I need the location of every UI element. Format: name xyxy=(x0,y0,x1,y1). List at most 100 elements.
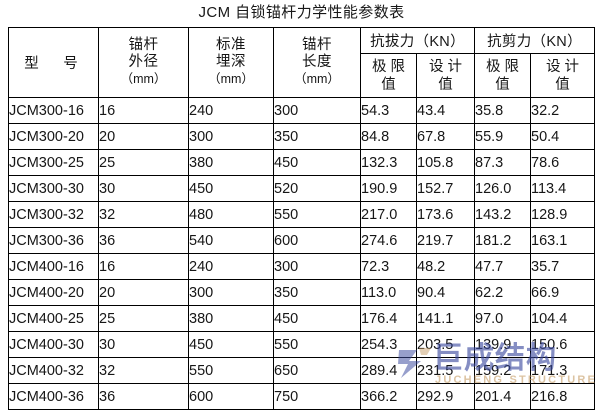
cell-standard-depth: 550 xyxy=(188,357,274,384)
cell-pullout-design: 48.2 xyxy=(416,253,475,280)
table-row: JCM300-20 20 300 350 84.8 67.8 55.9 50.4 xyxy=(8,123,595,150)
cell-shear-ultimate: 159.2 xyxy=(474,357,531,384)
group-header-pullout-force: 抗拔力（KN） xyxy=(360,27,475,54)
table-header: 型 号 锚杆 外径 （mm） 标准 埋深 （mm） 锚杆 长度 （m xyxy=(8,27,595,98)
cell-standard-depth: 380 xyxy=(188,149,274,176)
cell-pullout-design: 43.4 xyxy=(416,97,475,124)
rod-length-line2: 长度 xyxy=(302,54,332,70)
pullout-design-line1: 设计 xyxy=(429,58,466,75)
cell-rod-diameter: 20 xyxy=(98,123,189,150)
standard-depth-line1: 标准 xyxy=(216,37,246,53)
rod-diameter-unit: （mm） xyxy=(120,72,167,86)
cell-rod-diameter: 25 xyxy=(98,149,189,176)
table-row: JCM300-36 36 540 600 274.6 219.7 181.2 163.1 xyxy=(8,227,595,254)
pullout-design-line2: 值 xyxy=(438,76,453,93)
cell-pullout-design: 67.8 xyxy=(416,123,475,150)
cell-pullout-design: 203.5 xyxy=(416,331,475,358)
cell-shear-ultimate: 143.2 xyxy=(474,201,531,228)
cell-pullout-ultimate: 190.9 xyxy=(360,175,417,202)
cell-shear-design: 35.7 xyxy=(530,253,595,280)
cell-model: JCM400-30 xyxy=(8,331,99,358)
cell-shear-ultimate: 62.2 xyxy=(474,279,531,306)
cell-pullout-design: 231.5 xyxy=(416,357,475,384)
cell-standard-depth: 600 xyxy=(188,383,274,410)
cell-standard-depth: 240 xyxy=(188,97,274,124)
cell-model: JCM400-32 xyxy=(8,357,99,384)
cell-model: JCM400-20 xyxy=(8,279,99,306)
cell-rod-diameter: 36 xyxy=(98,227,189,254)
subcolumn-header-pullout-design: 设计 值 xyxy=(416,53,475,98)
table-row: JCM400-16 16 240 300 72.3 48.2 47.7 35.7 xyxy=(8,253,595,280)
cell-shear-design: 163.1 xyxy=(530,227,595,254)
shear-ultimate-line2: 值 xyxy=(495,76,510,93)
shear-ultimate-line1: 极限 xyxy=(486,58,523,75)
table-header-row-1: 型 号 锚杆 外径 （mm） 标准 埋深 （mm） 锚杆 长度 （m xyxy=(8,27,595,98)
cell-shear-design: 216.8 xyxy=(530,383,595,410)
cell-rod-diameter: 25 xyxy=(98,305,189,332)
table-row: JCM400-36 36 600 750 366.2 292.9 201.4 216.8 xyxy=(8,383,595,410)
cell-shear-ultimate: 35.8 xyxy=(474,97,531,124)
cell-standard-depth: 300 xyxy=(188,279,274,306)
cell-rod-length: 550 xyxy=(273,331,361,358)
cell-rod-diameter: 32 xyxy=(98,357,189,384)
cell-rod-length: 350 xyxy=(273,123,361,150)
cell-pullout-ultimate: 366.2 xyxy=(360,383,417,410)
standard-depth-unit: （mm） xyxy=(208,72,254,86)
cell-shear-design: 78.6 xyxy=(530,149,595,176)
cell-rod-diameter: 20 xyxy=(98,279,189,306)
cell-shear-design: 171.3 xyxy=(530,357,595,384)
table-row: JCM300-25 25 380 450 132.3 105.8 87.3 78.6 xyxy=(8,149,595,176)
cell-model: JCM300-25 xyxy=(8,149,99,176)
column-header-standard-depth: 标准 埋深 （mm） xyxy=(188,27,274,98)
subcolumn-header-shear-design: 设计 值 xyxy=(530,53,595,98)
subcolumn-header-pullout-ultimate: 极限 值 xyxy=(360,53,417,98)
cell-pullout-design: 105.8 xyxy=(416,149,475,176)
cell-model: JCM300-32 xyxy=(8,201,99,228)
shear-design-line2: 值 xyxy=(555,76,570,93)
cell-model: JCM400-16 xyxy=(8,253,99,280)
table-container: 型 号 锚杆 外径 （mm） 标准 埋深 （mm） 锚杆 长度 （m xyxy=(8,27,595,410)
table-row: JCM400-20 20 300 350 113.0 90.4 62.2 66.9 xyxy=(8,279,595,306)
cell-rod-length: 750 xyxy=(273,383,361,410)
pullout-ultimate-line1: 极限 xyxy=(372,58,409,75)
table-row: JCM400-30 30 450 550 254.3 203.5 139.9 150.6 xyxy=(8,331,595,358)
group-header-shear-force: 抗剪力（KN） xyxy=(474,27,595,54)
cell-standard-depth: 300 xyxy=(188,123,274,150)
rod-diameter-line1: 锚杆 xyxy=(128,37,159,53)
column-header-rod-diameter: 锚杆 外径 （mm） xyxy=(98,27,189,98)
page-title: JCM 自锁锚杆力学性能参数表 xyxy=(198,4,405,21)
rod-diameter-line2: 外径 xyxy=(128,54,159,70)
cell-rod-length: 450 xyxy=(273,149,361,176)
cell-pullout-ultimate: 54.3 xyxy=(360,97,417,124)
cell-standard-depth: 480 xyxy=(188,201,274,228)
cell-pullout-ultimate: 289.4 xyxy=(360,357,417,384)
cell-standard-depth: 240 xyxy=(188,253,274,280)
cell-rod-diameter: 32 xyxy=(98,201,189,228)
subcolumn-header-shear-ultimate: 极限 值 xyxy=(474,53,531,98)
cell-pullout-design: 90.4 xyxy=(416,279,475,306)
cell-shear-design: 104.4 xyxy=(530,305,595,332)
cell-pullout-ultimate: 274.6 xyxy=(360,227,417,254)
table-body: JCM300-16 16 240 300 54.3 43.4 35.8 32.2 JCM300-… xyxy=(8,97,595,410)
cell-pullout-design: 292.9 xyxy=(416,383,475,410)
cell-shear-ultimate: 55.9 xyxy=(474,123,531,150)
cell-standard-depth: 380 xyxy=(188,305,274,332)
cell-shear-ultimate: 87.3 xyxy=(474,149,531,176)
cell-pullout-ultimate: 176.4 xyxy=(360,305,417,332)
table-row: JCM300-32 32 480 550 217.0 173.6 143.2 128.9 xyxy=(8,201,595,228)
cell-standard-depth: 540 xyxy=(188,227,274,254)
cell-rod-diameter: 30 xyxy=(98,331,189,358)
table-row: JCM400-32 32 550 650 289.4 231.5 159.2 171.3 xyxy=(8,357,595,384)
cell-model: JCM300-36 xyxy=(8,227,99,254)
cell-rod-length: 350 xyxy=(273,279,361,306)
cell-pullout-ultimate: 132.3 xyxy=(360,149,417,176)
cell-model: JCM300-20 xyxy=(8,123,99,150)
cell-rod-length: 300 xyxy=(273,97,361,124)
column-header-model: 型 号 xyxy=(8,27,99,98)
cell-shear-ultimate: 47.7 xyxy=(474,253,531,280)
parameter-table: 型 号 锚杆 外径 （mm） 标准 埋深 （mm） 锚杆 长度 （m xyxy=(8,27,595,410)
cell-shear-design: 113.4 xyxy=(530,175,595,202)
cell-pullout-ultimate: 113.0 xyxy=(360,279,417,306)
cell-rod-diameter: 36 xyxy=(98,383,189,410)
cell-pullout-ultimate: 72.3 xyxy=(360,253,417,280)
